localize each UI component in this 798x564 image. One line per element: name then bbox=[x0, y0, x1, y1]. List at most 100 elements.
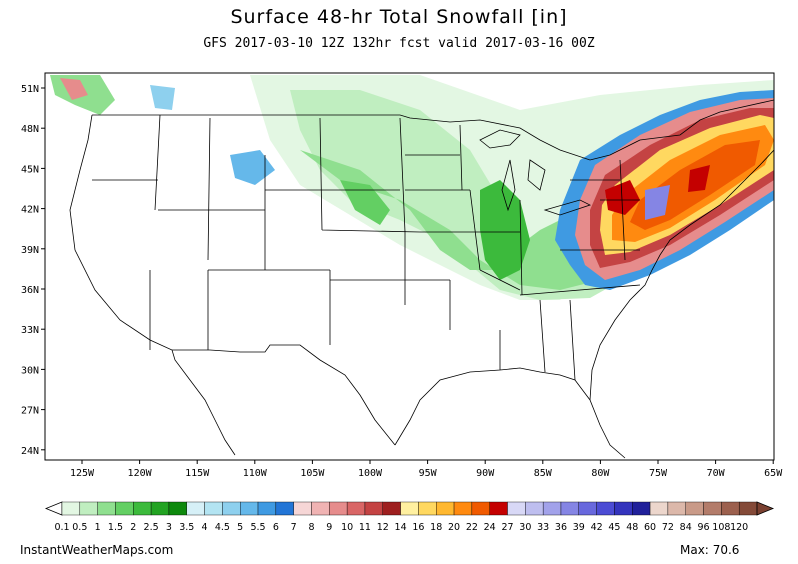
legend-label: 2.5 bbox=[144, 522, 159, 533]
legend-label: 5 bbox=[237, 522, 243, 533]
lat-label: 30N bbox=[21, 365, 39, 376]
lon-label: 75W bbox=[649, 468, 668, 479]
lon-label: 110W bbox=[243, 468, 268, 479]
gulf-coast bbox=[394, 367, 626, 459]
legend-swatch bbox=[97, 501, 116, 516]
legend-label: 1.5 bbox=[108, 522, 123, 533]
legend-swatch bbox=[293, 501, 312, 516]
legend-swatch bbox=[453, 501, 473, 516]
legend-swatch bbox=[560, 501, 579, 516]
lon-label: 105W bbox=[300, 468, 325, 479]
lake-michigan bbox=[501, 159, 516, 212]
legend-swatch bbox=[168, 501, 187, 516]
legend-label: 14 bbox=[395, 522, 407, 533]
legend-swatch bbox=[542, 501, 562, 516]
legend-label: 11 bbox=[359, 522, 371, 533]
site-credit: InstantWeatherMaps.com bbox=[20, 543, 174, 557]
legend-swatch bbox=[382, 501, 401, 516]
legend-label: 20 bbox=[448, 522, 460, 533]
legend-swatch bbox=[507, 501, 526, 516]
lon-label: 120W bbox=[128, 468, 153, 479]
legend-label: 30 bbox=[519, 522, 531, 533]
legend-swatch bbox=[614, 501, 633, 516]
legend-label: 108 bbox=[712, 522, 730, 533]
legend-label: 0.1 bbox=[54, 522, 69, 533]
legend-label: 8 bbox=[308, 522, 314, 533]
legend-swatch bbox=[721, 501, 740, 516]
lat-label: 39N bbox=[21, 245, 39, 256]
east-coast bbox=[589, 149, 774, 401]
lat-label: 24N bbox=[21, 446, 39, 457]
lat-label: 27N bbox=[21, 406, 39, 417]
legend-label: 22 bbox=[466, 522, 478, 533]
map-frame bbox=[44, 72, 775, 461]
legend-swatch bbox=[346, 501, 366, 516]
legend-label: 39 bbox=[573, 522, 585, 533]
lon-label: 115W bbox=[185, 468, 210, 479]
legend-label: 42 bbox=[591, 522, 603, 533]
legend-label: 2 bbox=[130, 522, 136, 533]
legend-swatch bbox=[596, 501, 615, 516]
legend-label: 6 bbox=[273, 522, 279, 533]
legend-label: 10 bbox=[341, 522, 353, 533]
legend-label: 84 bbox=[680, 522, 692, 533]
legend-swatch bbox=[115, 501, 134, 516]
legend-swatch bbox=[400, 501, 419, 516]
legend-swatch bbox=[667, 501, 686, 516]
lat-label: 42N bbox=[21, 205, 39, 216]
legend-label: 27 bbox=[501, 522, 513, 533]
lat-label: 51N bbox=[21, 84, 39, 95]
longitude-axis: 125W 120W 115W 110W 105W 100W 95W 90W 85W 80W 75W 7… bbox=[70, 460, 783, 479]
boundaries bbox=[69, 99, 774, 459]
snowfall-shading bbox=[50, 75, 774, 300]
legend-swatch bbox=[150, 501, 170, 516]
legend-label: 120 bbox=[730, 522, 748, 533]
colorbar-legend: 0.1 0.5 1 1.5 2 2.5 3 3.5 4 4.5 5 5.5 6 7 8 9 10 11 12 14 16… bbox=[44, 501, 775, 533]
legend-label: 4 bbox=[202, 522, 208, 533]
legend-swatch bbox=[275, 501, 294, 516]
legend-swatch bbox=[257, 501, 277, 516]
lon-label: 70W bbox=[707, 468, 726, 479]
legend-swatch bbox=[133, 501, 152, 516]
legend-swatch bbox=[311, 501, 330, 516]
legend-swatch bbox=[79, 501, 98, 516]
max-value-readout: Max: 70.6 bbox=[680, 543, 739, 557]
legend-swatch bbox=[525, 501, 544, 516]
legend-label: 60 bbox=[644, 522, 656, 533]
lon-label: 85W bbox=[534, 468, 553, 479]
legend-swatch bbox=[578, 501, 597, 516]
legend-label: 1 bbox=[95, 522, 101, 533]
legend-label: 33 bbox=[537, 522, 549, 533]
lon-label: 95W bbox=[419, 468, 438, 479]
lon-label: 100W bbox=[358, 468, 383, 479]
lat-label: 36N bbox=[21, 285, 39, 296]
lon-label: 125W bbox=[70, 468, 95, 479]
lat-label: 48N bbox=[21, 124, 39, 135]
legend-label: 12 bbox=[377, 522, 389, 533]
legend-swatch bbox=[632, 501, 651, 516]
lake-huron bbox=[527, 159, 546, 191]
legend-label: 9 bbox=[326, 522, 332, 533]
legend-swatch bbox=[436, 501, 455, 516]
map-subtitle: GFS 2017-03-10 12Z 132hr fcst valid 2017… bbox=[203, 36, 595, 51]
max-label: Max: bbox=[680, 543, 709, 557]
legend-label: 72 bbox=[662, 522, 674, 533]
legend-swatch bbox=[489, 501, 508, 516]
legend-swatch bbox=[364, 501, 383, 516]
lake-superior bbox=[479, 129, 521, 149]
max-value: 70.6 bbox=[712, 543, 740, 557]
legend-label: 96 bbox=[697, 522, 709, 533]
legend-swatch bbox=[649, 501, 669, 516]
lon-label: 65W bbox=[764, 468, 783, 479]
legend-label: 3 bbox=[166, 522, 172, 533]
legend-swatch bbox=[471, 501, 490, 516]
legend-label: 4.5 bbox=[215, 522, 230, 533]
legend-swatch bbox=[61, 501, 81, 516]
lat-label: 33N bbox=[21, 325, 39, 336]
map-title: Surface 48-hr Total Snowfall [in] bbox=[230, 6, 568, 28]
legend-arrow-left bbox=[44, 501, 63, 516]
legend-label: 5.5 bbox=[250, 522, 265, 533]
legend-swatch bbox=[329, 501, 348, 516]
legend-label: 3.5 bbox=[179, 522, 194, 533]
